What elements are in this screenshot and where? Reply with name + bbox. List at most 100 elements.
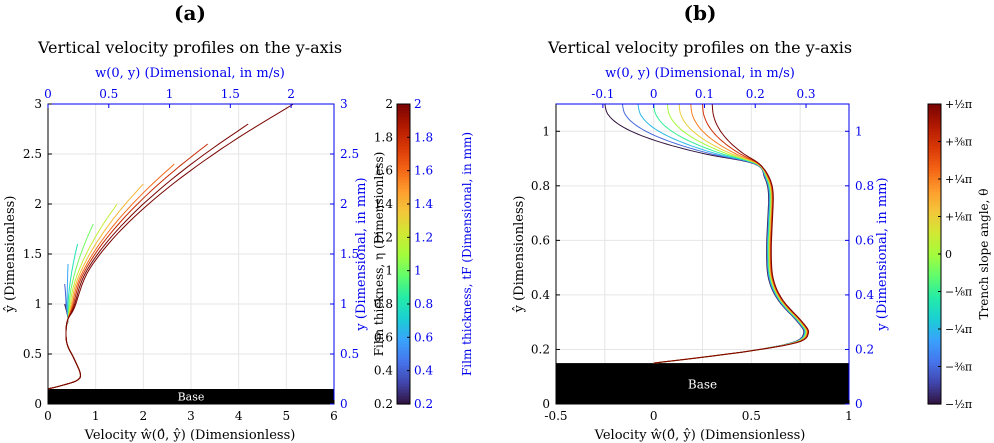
colorbar-a-segment [397, 239, 410, 243]
colorbar-a-segment [397, 227, 410, 231]
base-label: Base [178, 391, 205, 404]
colorbar-a-segment [397, 308, 410, 312]
profile-line [604, 103, 805, 364]
colorbar-a-segment [397, 110, 410, 114]
colorbar-a-segment [397, 236, 410, 240]
profile-line [653, 103, 809, 364]
panel-a-letter: (a) [174, 1, 206, 25]
colorbar-b-segment [928, 350, 941, 354]
colorbar-b-segment [928, 332, 941, 336]
colorbar-a-segment [397, 191, 410, 195]
x-tick-label: 0 [650, 409, 658, 423]
colorbar-b-segment [928, 161, 941, 165]
colorbar-b-segment [928, 353, 941, 357]
colorbar-b-segment [928, 338, 941, 342]
colorbar-a-segment [397, 200, 410, 204]
colorbar-b-segment [928, 173, 941, 177]
colorbar-b-segment [928, 155, 941, 159]
colorbar-a-right-tick: 1.6 [414, 164, 433, 178]
colorbar-a-right-tick: 2 [414, 97, 422, 111]
colorbar-a-segment [397, 311, 410, 315]
x-tick-label: 5 [283, 409, 291, 423]
colorbar-a-segment [397, 293, 410, 297]
colorbar-a-left-tick: 0.6 [374, 330, 393, 344]
colorbar-a-segment [397, 176, 410, 180]
colorbar-a-segment [397, 155, 410, 159]
colorbar-a-left-tick: 2 [385, 97, 393, 111]
colorbar-b-segment [928, 137, 941, 141]
colorbar-a-segment [397, 149, 410, 153]
colorbar-b-segment [928, 278, 941, 282]
colorbar-b-segment [928, 344, 941, 348]
colorbar-a-segment [397, 125, 410, 129]
right-tick-label: 0.5 [340, 347, 359, 361]
colorbar-a-segment [397, 128, 410, 132]
colorbar-b-segment [928, 314, 941, 318]
colorbar-a-left-tick: 1.2 [374, 230, 393, 244]
x-tick-label: 1 [845, 409, 853, 423]
y-tick-label: 0 [542, 397, 550, 411]
colorbar-b-segment [928, 266, 941, 270]
colorbar-b-segment [928, 128, 941, 132]
y-tick-label: 1 [542, 124, 550, 138]
colorbar-a-segment [397, 368, 410, 372]
colorbar-a-segment [397, 257, 410, 261]
colorbar-a-segment [397, 179, 410, 183]
colorbar-b-segment [928, 398, 941, 402]
colorbar-a-segment [397, 122, 410, 126]
colorbar-b-segment [928, 371, 941, 375]
colorbar-b-segment [928, 260, 941, 264]
colorbar-a-left-tick: 1 [385, 264, 393, 278]
top-tick-label: 0.3 [796, 87, 815, 101]
colorbar-a-segment [397, 389, 410, 393]
colorbar-a-segment [397, 233, 410, 237]
colorbar-a-segment [397, 332, 410, 336]
panel-b-right-axis-label: y (Dimensional, in mm) [875, 177, 890, 331]
right-tick-label: 2 [340, 197, 348, 211]
colorbar-b-segment [928, 170, 941, 174]
colorbar-b-segment [928, 254, 941, 258]
x-tick-label: 4 [235, 409, 243, 423]
x-tick-label: 6 [330, 409, 338, 423]
colorbar-b-segment [928, 179, 941, 183]
profile-line [653, 103, 807, 364]
colorbar-a-segment [397, 320, 410, 324]
y-tick-label: 0 [34, 397, 42, 411]
colorbar-a-segment [397, 380, 410, 384]
colorbar-b-label: Trench slope angle, θ [977, 188, 991, 319]
colorbar-b-tick-label: −½π [945, 398, 972, 411]
top-tick-label: 0.2 [746, 87, 765, 101]
y-tick-label: 2.5 [23, 147, 42, 161]
top-tick-label: 0 [44, 87, 52, 101]
colorbar-b-segment [928, 206, 941, 210]
colorbar-b-segment [928, 239, 941, 243]
profile-line [637, 103, 806, 364]
top-tick-label: 1.5 [221, 87, 240, 101]
colorbar-b-segment [928, 242, 941, 246]
colorbar-a-segment [397, 344, 410, 348]
colorbar-a-segment [397, 335, 410, 339]
right-tick-label: 1 [855, 124, 863, 138]
base-region [556, 363, 849, 404]
colorbar-a-segment [397, 134, 410, 138]
colorbar-a-right-tick: 1 [414, 264, 422, 278]
colorbar-a-segment [397, 212, 410, 216]
colorbar-a-left-tick: 1.4 [374, 197, 393, 211]
colorbar-b-segment [928, 308, 941, 312]
colorbar-a-segment [397, 209, 410, 213]
colorbar-a-segment [397, 398, 410, 402]
colorbar-a-segment [397, 362, 410, 366]
colorbar-b-segment [928, 194, 941, 198]
colorbar-a-segment [397, 365, 410, 369]
colorbar-b-segment [928, 245, 941, 249]
colorbar-b-segment [928, 329, 941, 333]
colorbar-b-segment [928, 140, 941, 144]
colorbar-b-segment [928, 209, 941, 213]
colorbar-b-segment [928, 323, 941, 327]
profile-line [47, 203, 118, 390]
colorbar-a-segment [397, 113, 410, 117]
colorbar-b-segment [928, 368, 941, 372]
colorbar-a-segment [397, 371, 410, 375]
panel-a-title: Vertical velocity profiles on the y-axis [37, 38, 342, 57]
